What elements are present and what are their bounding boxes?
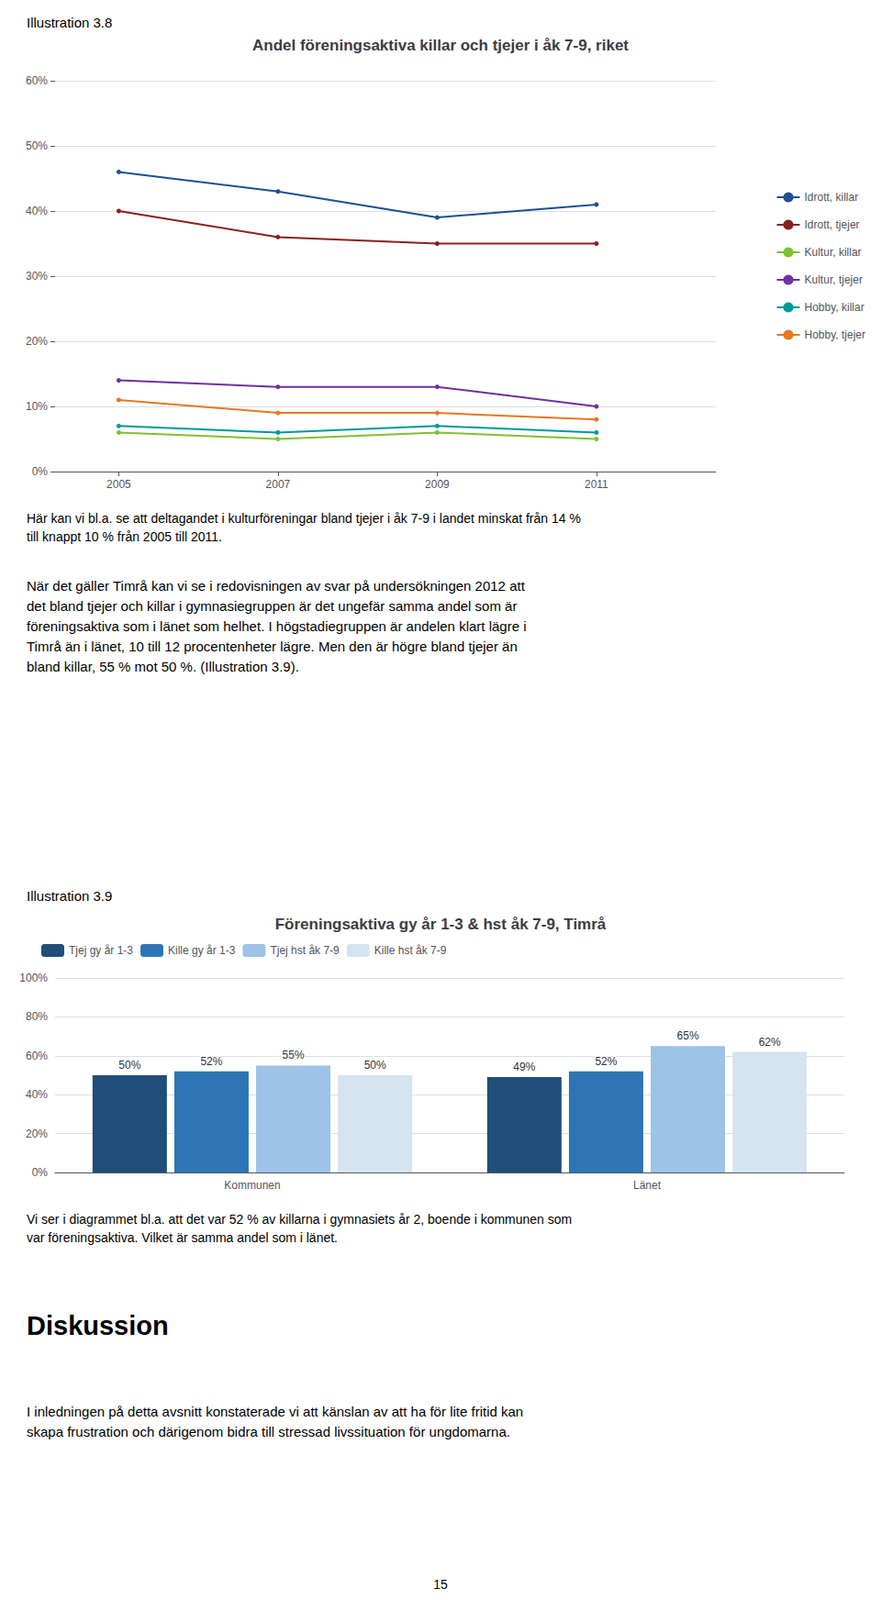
svg-text:Andel föreningsaktiva killar o: Andel föreningsaktiva killar och tjejer … (252, 36, 629, 55)
html-text:det bland tjejer och killar i: det bland tjejer och killar i gymnasiegr… (26, 598, 518, 614)
svg-text:52%: 52% (200, 1055, 223, 1069)
svg-text:50%: 50% (118, 1059, 141, 1072)
html-text:var föreningsaktiva. Vilket är: var föreningsaktiva. Vilket är samma and… (26, 1230, 338, 1246)
svg-text:Kultur, tjejer: Kultur, tjejer (804, 273, 863, 287)
svg-text:Idrott, killar: Idrott, killar (804, 190, 859, 204)
html-text:Timrå än i länet, 10 till 12 p: Timrå än i länet, 10 till 12 procentenhe… (26, 638, 518, 655)
svg-text:20%: 20% (25, 334, 48, 348)
svg-text:52%: 52% (594, 1055, 617, 1069)
svg-text:Kille hst åk 7-9: Kille hst åk 7-9 (374, 944, 447, 958)
svg-text:Idrott, tjejer: Idrott, tjejer (804, 218, 860, 232)
svg-text:40%: 40% (25, 204, 48, 218)
svg-text:50%: 50% (364, 1059, 387, 1072)
svg-text:Hobby, tjejer: Hobby, tjejer (804, 328, 866, 342)
html-text:föreningsaktiva som i länet so: föreningsaktiva som i länet som helhet. … (26, 618, 527, 635)
svg-text:Kommunen: Kommunen (223, 1179, 280, 1193)
html-text:Diskussion: Diskussion (26, 1311, 169, 1341)
svg-text:Kille gy år 1-3: Kille gy år 1-3 (167, 944, 236, 958)
svg-text:Hobby, killar: Hobby, killar (804, 301, 865, 314)
html-text:I inledningen på detta avsnitt: I inledningen på detta avsnitt konstater… (26, 1404, 524, 1420)
svg-text:80%: 80% (25, 1010, 48, 1024)
html-text:När det gäller Timrå kan vi se: När det gäller Timrå kan vi se i redovis… (26, 578, 525, 594)
html-text:Illustration 3.9: Illustration 3.9 (26, 888, 113, 904)
svg-text:Länet: Länet (633, 1179, 662, 1193)
html-text:15: 15 (433, 1577, 448, 1593)
svg-text:60%: 60% (25, 1049, 48, 1063)
svg-text:50%: 50% (25, 139, 48, 153)
svg-text:100%: 100% (19, 971, 48, 985)
svg-text:0%: 0% (32, 1166, 49, 1180)
svg-text:0%: 0% (32, 465, 49, 479)
svg-text:2009: 2009 (424, 478, 450, 491)
html-text:till knappt 10 % från 2005 til: till knappt 10 % från 2005 till 2011. (26, 529, 223, 545)
svg-text:10%: 10% (25, 400, 48, 413)
html-text:Här kan vi bl.a. se att deltag: Här kan vi bl.a. se att deltagandet i ku… (26, 511, 581, 526)
svg-text:20%: 20% (25, 1127, 48, 1141)
svg-text:49%: 49% (512, 1060, 536, 1074)
svg-text:2005: 2005 (106, 478, 132, 491)
svg-text:60%: 60% (25, 74, 48, 88)
html-text:bland killar, 55 % mot 50 %. (: bland killar, 55 % mot 50 %. (Illustrati… (26, 658, 299, 675)
svg-text:30%: 30% (25, 269, 48, 283)
svg-text:40%: 40% (25, 1088, 48, 1102)
svg-text:65%: 65% (677, 1029, 700, 1043)
svg-text:2011: 2011 (584, 478, 609, 491)
svg-text:Tjej hst åk 7-9: Tjej hst åk 7-9 (269, 944, 340, 958)
html-text:skapa frustration och därigeno: skapa frustration och därigenom bidra ti… (26, 1424, 511, 1440)
html-text:Illustration 3.8: Illustration 3.8 (26, 14, 113, 31)
svg-text:Kultur, killar: Kultur, killar (804, 245, 862, 259)
svg-text:55%: 55% (282, 1048, 305, 1062)
html-text:Vi ser i diagrammet bl.a. att: Vi ser i diagrammet bl.a. att det var 52… (26, 1212, 573, 1227)
svg-text:62%: 62% (758, 1036, 781, 1049)
svg-text:Tjej gy år 1-3: Tjej gy år 1-3 (68, 944, 134, 958)
svg-text:2007: 2007 (266, 478, 291, 491)
svg-text:Föreningsaktiva gy år 1-3 & hs: Föreningsaktiva gy år 1-3 & hst åk 7-9, … (275, 915, 607, 934)
